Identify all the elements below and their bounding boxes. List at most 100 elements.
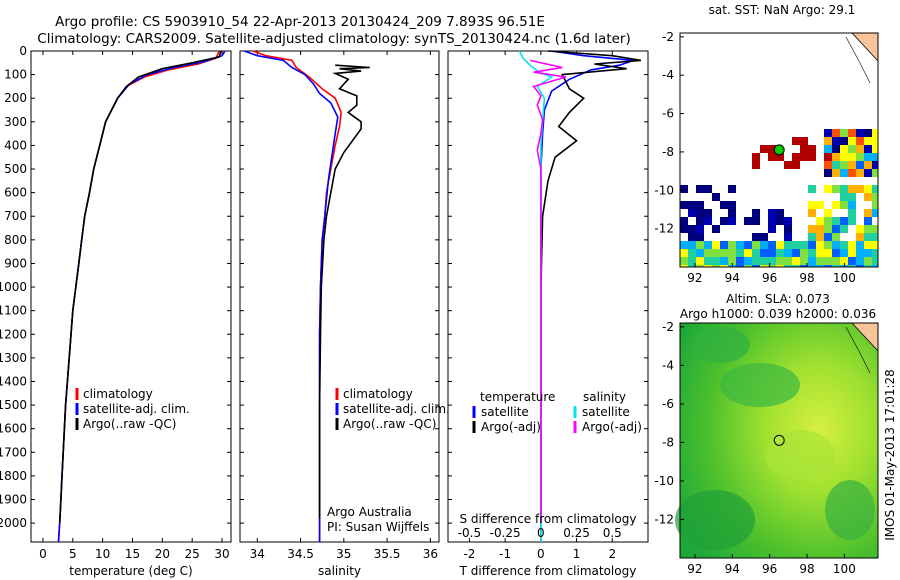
sla-blob	[765, 430, 835, 480]
sla_map-ytick-label: -2	[662, 320, 674, 334]
sst-pixel	[848, 257, 856, 265]
sst_map-ytick-label: -6	[662, 107, 674, 121]
sst-pixel	[840, 185, 848, 193]
sst-pixel	[840, 145, 848, 153]
temperature-frame	[30, 50, 232, 543]
diff-legend-sal-title: salinity	[583, 390, 626, 404]
sla_map-ytick-label: -8	[662, 435, 674, 449]
sst-pixel	[864, 145, 872, 153]
sst-pixel	[864, 209, 872, 217]
temperature-legend-label: Argo(..raw -QC)	[83, 417, 176, 431]
sst-pixel	[808, 233, 816, 241]
sla-blob	[825, 480, 875, 540]
sst-pixel	[744, 217, 752, 225]
sst-pixel	[824, 249, 832, 257]
sst-pixel	[872, 185, 878, 193]
sal-diff-tick-label: 0.5	[603, 526, 622, 540]
argo-float-marker	[773, 434, 785, 446]
sst-pixel	[848, 169, 856, 177]
title-line1: Argo profile: CS 5903910_54 22-Apr-2013 …	[55, 14, 545, 30]
sst-pixel	[824, 137, 832, 145]
sst-pixel	[848, 193, 856, 201]
sst-pixel	[864, 225, 872, 233]
sst-pixel	[744, 265, 752, 267]
sst-pixel	[760, 233, 768, 241]
difference-xtick-label: 1	[573, 547, 581, 561]
depth-tick-label: 1700	[0, 445, 27, 459]
sal-diff-tick-label: 0	[537, 526, 545, 540]
sst-pixel	[840, 217, 848, 225]
sst-pixel	[832, 265, 840, 267]
sst-pixel	[864, 257, 872, 265]
salinity-xtick-label: 34	[250, 547, 265, 561]
sst-pixel	[824, 145, 832, 153]
depth-tick-label: 1900	[0, 493, 27, 507]
depth-tick-label: 1100	[0, 304, 27, 318]
diff-legend-label: satellite	[582, 405, 630, 419]
sst-pixel	[792, 265, 800, 267]
diff-legend-label: Argo(-adj)	[481, 420, 541, 434]
sst-pixel	[688, 265, 696, 267]
sst-pixel	[680, 217, 688, 225]
temperature-xtick-label: 30	[214, 547, 229, 561]
sla_map-ytick-label: -10	[654, 474, 674, 488]
sst-pixel	[688, 225, 696, 233]
diff-legend-label: Argo(-adj)	[582, 420, 642, 434]
sla_map-ytick-label: -12	[654, 512, 674, 526]
salinity-frame	[239, 50, 440, 543]
sst-pixel	[800, 137, 808, 145]
sst-pixel	[840, 169, 848, 177]
sst-pixel	[752, 209, 760, 217]
sst-pixel	[680, 241, 688, 249]
sst-pixel	[784, 233, 792, 241]
sst-pixel	[760, 249, 768, 257]
sst-pixel	[776, 257, 784, 265]
sst-pixel	[832, 233, 840, 241]
sst-pixel	[840, 193, 848, 201]
sst-pixel	[760, 265, 768, 267]
sla-map-subtitle: Argo h1000: 0.039 h2000: 0.036	[680, 307, 876, 321]
sst-pixel	[736, 241, 744, 249]
sst-pixel	[704, 265, 712, 267]
sst-pixel	[848, 153, 856, 161]
sst-pixel	[824, 185, 832, 193]
sst-pixel	[696, 265, 704, 267]
temperature-series-2	[58, 50, 222, 524]
sst-pixel	[696, 241, 704, 249]
sst-pixel	[872, 201, 878, 209]
sla-map-title: Altim. SLA: 0.073	[726, 292, 830, 306]
sal-diff-tick-label: -0.5	[458, 526, 481, 540]
sst-pixel	[872, 225, 878, 233]
sst-pixel	[816, 233, 824, 241]
sst-pixel	[864, 129, 872, 137]
depth-tick-label: 400	[4, 138, 27, 152]
sst-pixel	[872, 145, 878, 153]
salinity-series-0	[252, 50, 343, 542]
sst-pixel	[784, 161, 792, 169]
sst-pixel	[736, 249, 744, 257]
sst-pixel	[680, 265, 688, 267]
sst-pixel	[768, 145, 776, 153]
sst-pixel	[752, 217, 760, 225]
sst-pixel	[816, 265, 824, 267]
salinity-xtick-label: 34.5	[287, 547, 314, 561]
sst-pixel	[848, 217, 856, 225]
title-line2: Climatology: CARS2009. Satellite-adjuste…	[37, 31, 630, 47]
sst-pixel	[680, 185, 688, 193]
sst-pixel	[800, 241, 808, 249]
sst-pixel	[816, 249, 824, 257]
sst-pixel	[824, 217, 832, 225]
sst-pixel	[752, 241, 760, 249]
sst-pixel	[760, 257, 768, 265]
sst-pixel	[728, 257, 736, 265]
temperature-xtick-label: 10	[95, 547, 110, 561]
sla_map-xtick-label: 92	[687, 562, 702, 576]
temperature-series-1	[57, 50, 226, 543]
sst_map-xtick-label: 100	[833, 271, 856, 285]
sst-pixel	[872, 241, 878, 249]
sst-pixel	[864, 241, 872, 249]
salinity-xtick-label: 36	[423, 547, 438, 561]
difference-xtick-label: -1	[499, 547, 511, 561]
sst-pixel	[808, 153, 816, 161]
sst-pixel	[864, 169, 872, 177]
